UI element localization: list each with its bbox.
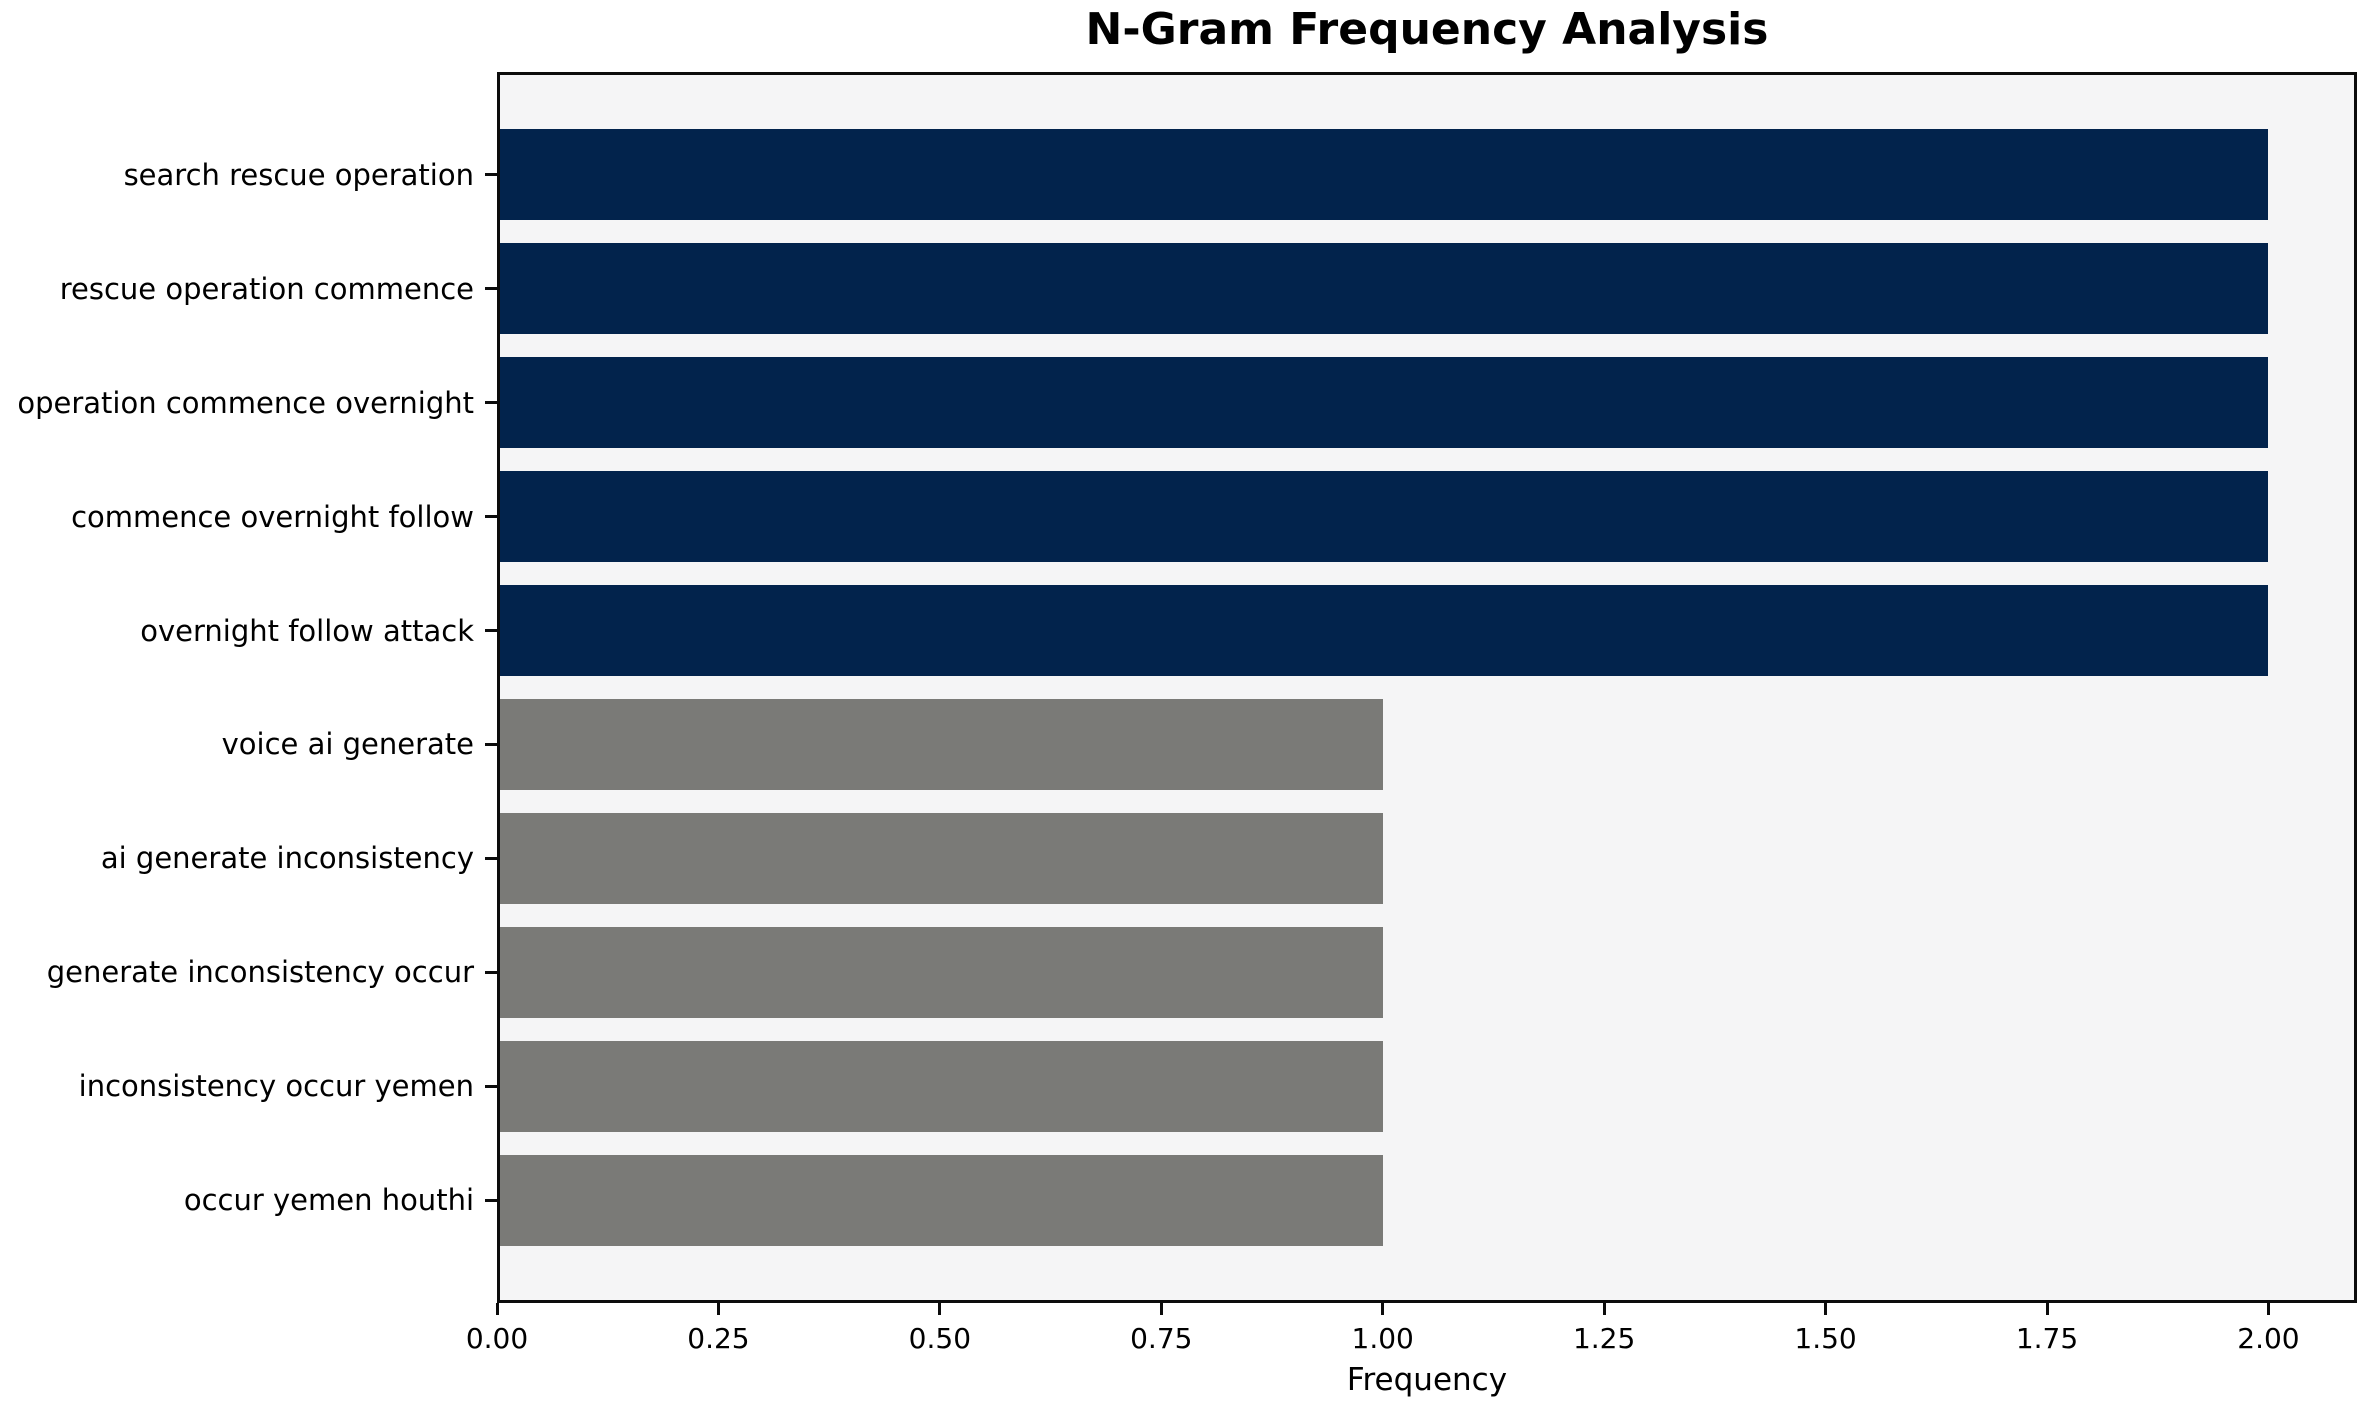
x-tick-mark	[1602, 1303, 1606, 1315]
x-tick-mark	[2266, 1303, 2270, 1315]
x-tick-mark	[716, 1303, 720, 1315]
y-tick-mark	[485, 401, 497, 405]
y-tick-mark	[485, 856, 497, 860]
x-tick-label: 2.00	[2237, 1322, 2300, 1355]
y-tick-mark	[485, 287, 497, 291]
y-tick-label: rescue operation commence	[59, 271, 474, 306]
y-tick-label: occur yemen houthi	[183, 1183, 474, 1218]
y-tick-mark	[485, 970, 497, 974]
y-tick-mark	[485, 173, 497, 177]
x-tick-label: 1.25	[1572, 1322, 1636, 1355]
bar	[497, 1040, 1383, 1132]
bar	[497, 356, 2269, 449]
x-tick-label: 0.75	[1130, 1322, 1193, 1355]
x-tick-label: 1.50	[1794, 1322, 1857, 1355]
bar	[497, 1154, 1383, 1246]
y-tick-label: search rescue operation	[123, 157, 474, 192]
y-tick-label: generate inconsistency occur	[46, 955, 474, 990]
x-tick-mark	[1159, 1303, 1163, 1315]
x-tick-mark	[1381, 1303, 1385, 1315]
x-tick-label: 1.00	[1351, 1322, 1414, 1355]
bar	[497, 242, 2269, 335]
x-tick-label: 0.25	[687, 1322, 750, 1355]
y-tick-mark	[485, 629, 497, 632]
y-tick-mark	[485, 742, 497, 746]
bar	[497, 698, 1383, 791]
bar	[497, 926, 1383, 1019]
x-axis-label: Frequency	[1346, 1362, 1508, 1398]
y-tick-mark	[485, 1084, 497, 1088]
y-tick-mark	[485, 515, 497, 519]
x-tick-label: 1.75	[2015, 1322, 2079, 1355]
x-tick-mark	[1824, 1303, 1828, 1315]
bar	[497, 128, 2269, 221]
y-tick-label: inconsistency occur yemen	[78, 1069, 474, 1104]
x-tick-mark	[2045, 1303, 2049, 1315]
x-tick-mark	[938, 1303, 942, 1315]
y-tick-mark	[485, 1198, 497, 1202]
y-tick-label: ai generate inconsistency	[100, 841, 474, 876]
x-tick-label: 0.00	[465, 1322, 529, 1355]
x-tick-mark	[495, 1303, 499, 1315]
chart-title: N-Gram Frequency Analysis	[1085, 4, 1769, 55]
y-tick-label: operation commence overnight	[17, 385, 474, 420]
bars-layer	[497, 72, 2357, 1303]
x-tick-label: 0.50	[908, 1322, 972, 1355]
bar	[497, 470, 2269, 563]
y-tick-label: voice ai generate	[221, 727, 474, 762]
y-tick-label: overnight follow attack	[140, 613, 474, 648]
y-tick-label: commence overnight follow	[71, 499, 474, 534]
bar	[497, 812, 1383, 905]
bar	[497, 584, 2269, 677]
